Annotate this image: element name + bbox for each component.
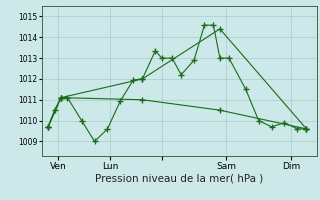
X-axis label: Pression niveau de la mer( hPa ): Pression niveau de la mer( hPa ) bbox=[95, 173, 263, 183]
